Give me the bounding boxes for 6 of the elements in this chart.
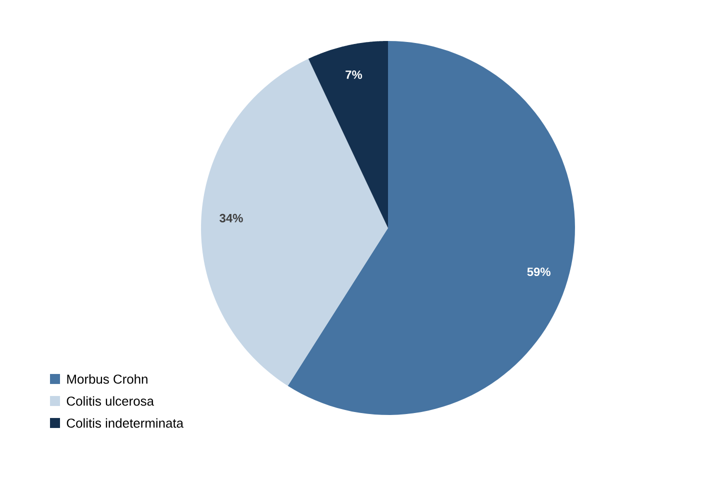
data-label: 34% [220,214,243,222]
data-label: 59% [527,268,550,276]
legend-label: Colitis indeterminata [66,418,184,428]
legend-label: Morbus Crohn [67,374,148,384]
data-label: 7% [346,70,362,79]
legend-label: Colitis ulcerosa [66,396,154,406]
